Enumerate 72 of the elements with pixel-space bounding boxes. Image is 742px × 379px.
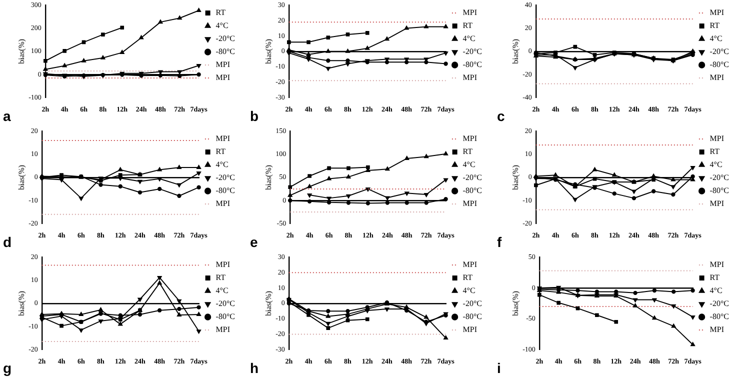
legend-label: -20°C bbox=[216, 173, 236, 182]
y-axis-title: bias(%) bbox=[16, 290, 26, 316]
legend-label: RT bbox=[216, 147, 226, 156]
legend-label: MPI bbox=[710, 325, 724, 334]
legend-label: 4°C bbox=[216, 286, 228, 296]
legend-label: RT bbox=[462, 147, 473, 156]
text: g bbox=[3, 360, 12, 376]
legend-label: MPI bbox=[216, 134, 230, 144]
legend-label: MPI bbox=[462, 73, 478, 82]
legend-label: 4°C bbox=[710, 160, 722, 170]
y-axis-title: bias(%) bbox=[16, 164, 26, 190]
legend-label: -20°C bbox=[462, 47, 482, 56]
legend-label: -20°C bbox=[462, 173, 482, 182]
legend-label: 4°C bbox=[462, 286, 476, 296]
legend-label: MPI bbox=[462, 134, 478, 144]
legend-label: MPI bbox=[710, 199, 724, 208]
y-axis-title: bias(%) bbox=[264, 38, 273, 64]
legend-label: MPI bbox=[462, 260, 478, 270]
legend-label: -20°C bbox=[462, 299, 482, 308]
legend-label: -80°C bbox=[462, 60, 482, 70]
legend-label: -20°C bbox=[710, 47, 730, 56]
text: h bbox=[250, 360, 259, 376]
text: e bbox=[250, 234, 258, 250]
legend-label: MPI bbox=[216, 60, 230, 70]
legend-label: -80°C bbox=[462, 312, 482, 322]
legend-label: MPI bbox=[216, 73, 230, 82]
legend-label: MPI bbox=[710, 134, 724, 144]
y-axis-title: bias(%) bbox=[264, 164, 273, 190]
legend-label: 4°C bbox=[710, 286, 722, 296]
y-axis-title: bias(%) bbox=[510, 38, 520, 64]
legend-label: RT bbox=[710, 21, 720, 30]
legend-label: 4°C bbox=[216, 21, 228, 30]
legend-label: -80°C bbox=[462, 186, 482, 196]
legend-label: MPI bbox=[462, 199, 478, 208]
legend-label: -80°C bbox=[710, 60, 730, 70]
legend-label: -80°C bbox=[216, 186, 236, 196]
y-axis-title: bias(%) bbox=[510, 164, 520, 190]
y-axis-title: bias(%) bbox=[264, 290, 273, 316]
y-axis-title: bias(%) bbox=[510, 290, 520, 316]
legend-label: -80°C bbox=[710, 186, 730, 196]
y-axis-title: bias(%) bbox=[16, 38, 26, 64]
legend-label: -80°C bbox=[216, 312, 236, 322]
legend-label: RT bbox=[216, 8, 226, 18]
legend-label: 4°C bbox=[710, 34, 722, 44]
legend-label: -20°C bbox=[216, 34, 236, 44]
legend-label: RT bbox=[216, 273, 226, 282]
legend-label: 4°C bbox=[216, 160, 228, 170]
legend-label: RT bbox=[462, 21, 473, 30]
text: i bbox=[497, 360, 501, 376]
legend-label: -80°C bbox=[216, 47, 236, 56]
legend-label: MPI bbox=[462, 325, 478, 334]
legend-label: 4°C bbox=[462, 160, 476, 170]
legend-label: MPI bbox=[710, 73, 724, 82]
text: f bbox=[497, 234, 502, 250]
legend-label: MPI bbox=[216, 260, 230, 270]
legend-label: -20°C bbox=[216, 299, 236, 308]
legend-label: MPI bbox=[216, 325, 230, 334]
legend-label: RT bbox=[462, 273, 473, 282]
text: d bbox=[3, 234, 12, 250]
legend-label: MPI bbox=[216, 199, 230, 208]
text: b bbox=[250, 108, 259, 124]
legend-label: MPI bbox=[710, 8, 724, 18]
text: a bbox=[3, 108, 11, 124]
legend-label: MPI bbox=[462, 8, 478, 18]
legend-label: -20°C bbox=[710, 173, 730, 182]
legend-label: MPI bbox=[710, 260, 724, 270]
legend-label: 4°C bbox=[462, 34, 476, 44]
text: c bbox=[497, 108, 505, 124]
legend-label: -80°C bbox=[710, 312, 730, 322]
legend-label: RT bbox=[710, 273, 720, 282]
legend-label: RT bbox=[710, 147, 720, 156]
legend-label: -20°C bbox=[710, 299, 730, 308]
